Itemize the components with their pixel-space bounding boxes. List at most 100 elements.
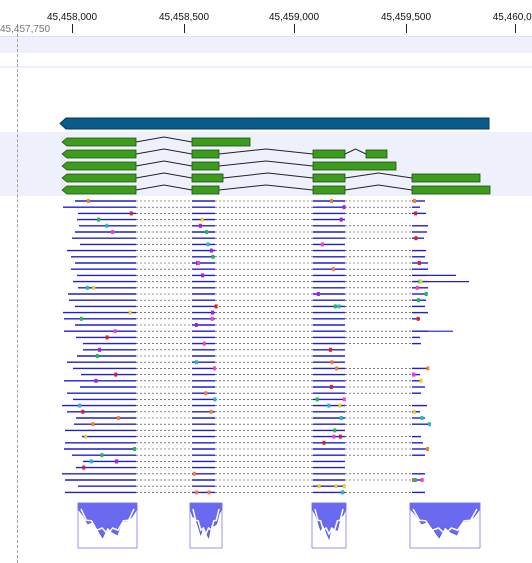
read-mismatch-marker (79, 316, 83, 321)
gene-model-bar (59, 117, 490, 130)
isoform-intron-line (218, 160, 314, 167)
read-mismatch-marker (192, 471, 196, 476)
position-cursor-line[interactable] (17, 24, 18, 563)
read-mismatch-marker (412, 199, 416, 203)
read-mismatch-marker (86, 199, 90, 203)
read-mismatch-marker (333, 304, 337, 309)
read-mismatch-marker (95, 354, 99, 358)
empty-track-band (0, 53, 532, 65)
read-mismatch-marker (201, 273, 205, 278)
isoform-exon (191, 161, 220, 171)
read-mismatch-marker (424, 292, 428, 296)
read-mismatch-marker (342, 397, 346, 402)
read-mismatch-marker (84, 434, 88, 439)
tick-label-1: 45,458,000 (46, 12, 98, 23)
read-mismatch-marker (412, 372, 416, 377)
read-mismatch-marker (211, 254, 215, 259)
tick-label-3: 45,459,000 (268, 12, 320, 23)
read-mismatch-marker (105, 223, 109, 228)
read-mismatch-marker (115, 459, 119, 464)
isoform-exon (312, 149, 346, 159)
isoform-exon (411, 185, 491, 195)
read-mismatch-marker (412, 478, 416, 482)
tick-label-2: 45,458,500 (158, 12, 210, 23)
read-mismatch-marker (207, 490, 211, 495)
coverage-frame (77, 502, 138, 549)
coverage-frame (189, 502, 223, 549)
coverage-frame (311, 502, 347, 549)
isoform-exon (191, 149, 220, 159)
read-mismatch-marker (420, 478, 424, 482)
tick-label-5: 45,460,00 (492, 12, 532, 23)
read-mismatch-marker (209, 409, 213, 414)
read-mismatch-marker (82, 465, 86, 470)
read-mismatch-marker (213, 397, 217, 402)
read-mismatch-marker (328, 347, 332, 352)
read-mismatch-marker (200, 217, 204, 222)
read-mismatch-marker (329, 199, 333, 203)
read-mismatch-marker (210, 316, 214, 321)
isoform-exon (411, 173, 481, 183)
read-mismatch-marker (417, 261, 421, 265)
read-mismatch-marker (332, 434, 336, 439)
tick-mark-4 (406, 24, 407, 33)
read-mismatch-marker (414, 236, 418, 241)
read-mismatch-marker (100, 453, 104, 458)
read-mismatch-marker (419, 279, 423, 284)
read-mismatch-marker (342, 484, 346, 489)
read-mismatch-marker (198, 223, 202, 228)
cursor-position-label: 45,457,750 (0, 24, 51, 35)
read-mismatch-marker (420, 416, 424, 420)
isoform-intron-line (135, 136, 193, 143)
read-mismatch-marker (197, 261, 201, 265)
read-mismatch-marker (414, 211, 418, 216)
read-mismatch-marker (111, 230, 115, 234)
read-mismatch-marker (113, 329, 117, 334)
isoform-intron-line (344, 184, 413, 191)
isoform-exon (191, 137, 251, 147)
read-mismatch-marker (78, 403, 82, 408)
coverage-trace (314, 508, 344, 536)
read-mismatch-marker (97, 217, 101, 222)
read-mismatch-marker (316, 292, 320, 296)
coverage-block (189, 502, 223, 539)
read-mismatch-marker (116, 416, 120, 420)
read-mismatch-marker (342, 205, 346, 210)
isoform-exon (365, 149, 388, 159)
read-mismatch-marker (320, 242, 324, 247)
isoform-intron-line (135, 160, 193, 167)
read-mismatch-marker (195, 490, 199, 495)
read-mismatch-marker (94, 378, 98, 383)
read-mismatch-marker (317, 484, 321, 489)
read-mismatch-marker (205, 230, 209, 234)
isoform-exon (61, 149, 137, 159)
read-mismatch-marker (416, 316, 420, 321)
read-mismatch-marker (333, 428, 337, 433)
read-mismatch-marker (206, 242, 210, 247)
read-mismatch-marker (329, 385, 333, 389)
read-mismatch-marker (341, 490, 345, 495)
read-mismatch-marker (91, 422, 95, 427)
read-mismatch-marker (419, 378, 423, 383)
read-mismatch-marker (133, 447, 137, 451)
isoform-intron-line (344, 148, 367, 155)
track-separator (0, 66, 532, 68)
read-mismatch-marker (213, 366, 217, 371)
isoform-intron-line (222, 172, 314, 179)
read-mismatch-marker (128, 310, 132, 315)
read-mismatch-marker (85, 285, 89, 290)
read-mismatch-marker (209, 248, 213, 253)
isoform-exon (312, 173, 346, 183)
read-mismatch-marker (195, 360, 199, 365)
read-mismatch-marker (416, 298, 420, 303)
read-mismatch-marker (194, 323, 198, 327)
read-mismatch-marker (322, 440, 326, 445)
read-mismatch-marker (337, 304, 341, 309)
read-mismatch-marker (202, 341, 206, 346)
isoform-intron-line (135, 172, 193, 179)
read-mismatch-marker (129, 211, 133, 216)
isoform-exon (61, 173, 137, 183)
read-mismatch-marker (330, 360, 334, 365)
coverage-frame (409, 502, 481, 549)
